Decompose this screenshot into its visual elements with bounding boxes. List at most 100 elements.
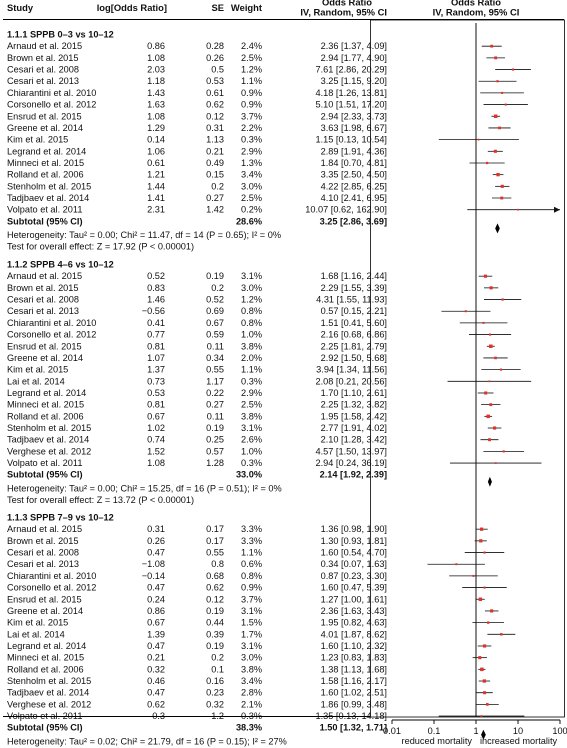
x-tick-label: 10 <box>513 726 523 736</box>
study-ci: 3.63 [1.98, 6.67] <box>321 123 387 133</box>
group-title: 1.1.2 SPPB 4–6 vs 10–12 <box>7 260 114 270</box>
study-weight: 0.8% <box>241 306 262 316</box>
study-se: 0.17 <box>206 524 224 534</box>
subtotal-label: Subtotal (95% CI) <box>7 216 83 226</box>
study-weight: 0.9% <box>241 88 262 98</box>
study-ci: 10.07 [0.62, 162.90] <box>305 205 387 215</box>
study-point <box>500 196 504 200</box>
study-log-or: 1.41 <box>147 193 165 203</box>
study-ci: 1.84 [0.70, 4.81] <box>321 158 387 168</box>
study-se: 0.61 <box>206 88 224 98</box>
study-ci: 0.57 [0.15, 2.21] <box>321 306 387 316</box>
study-name: Chiarantini et al. 2010 <box>7 88 96 98</box>
study-se: 0.22 <box>206 388 224 398</box>
study-se: 1.17 <box>206 376 224 386</box>
study-weight: 3.1% <box>241 641 262 651</box>
study-ci: 4.57 [1.50, 13.97] <box>315 446 387 456</box>
study-point <box>489 344 493 349</box>
study-point <box>482 679 486 683</box>
study-se: 0.12 <box>206 594 224 604</box>
study-name: Stenholm et al. 2015 <box>7 181 91 191</box>
study-point <box>486 414 490 419</box>
study-weight: 3.8% <box>241 411 262 421</box>
study-se: 0.11 <box>207 411 224 421</box>
study-se: 1.28 <box>206 458 224 468</box>
plot-frame <box>370 19 565 718</box>
study-log-or: 0.14 <box>147 135 165 145</box>
study-point <box>488 333 492 336</box>
study-log-or: 0.81 <box>147 400 165 410</box>
study-se: 0.57 <box>206 446 224 456</box>
study-log-or: 0.67 <box>147 411 165 421</box>
study-ci: 3.94 [1.34, 11.56] <box>316 365 387 375</box>
study-se: 0.31 <box>206 123 224 133</box>
study-se: 0.19 <box>206 271 224 281</box>
study-weight: 1.1% <box>241 548 262 558</box>
study-name: Tadjbaev et al. 2014 <box>7 435 89 445</box>
study-se: 0.53 <box>206 76 224 86</box>
study-weight: 2.4% <box>241 41 262 51</box>
study-name: Minneci et al. 2015 <box>7 158 84 168</box>
study-name: Verghese et al. 2012 <box>7 446 91 456</box>
study-se: 0.17 <box>206 536 224 546</box>
study-point <box>490 44 494 48</box>
col-header-ci-plot: IV, Random, 95% CI <box>433 7 520 18</box>
study-se: 0.49 <box>206 158 224 168</box>
study-log-or: 1.07 <box>147 353 165 363</box>
study-name: Ensrud et al. 2015 <box>7 594 82 604</box>
study-name: Lai et al. 2014 <box>7 629 65 639</box>
study-ci: 3.25 [1.15, 9.20] <box>321 76 387 86</box>
study-log-or: 0.86 <box>147 606 165 616</box>
study-ci: 3.35 [2.50, 4.50] <box>321 170 387 180</box>
study-point <box>501 298 504 301</box>
study-log-or: 0.46 <box>147 676 165 686</box>
study-se: 0.2 <box>211 181 224 191</box>
study-ci: 1.60 [1.02, 2.51] <box>321 688 387 698</box>
study-name: Volpato et al. 2011 <box>7 458 82 468</box>
study-ci: 1.23 [0.83, 1.83] <box>321 653 387 663</box>
study-point <box>478 656 482 660</box>
study-weight: 2.1% <box>241 699 262 709</box>
study-point <box>479 527 484 531</box>
study-name: Legrand et al. 2014 <box>7 146 86 156</box>
study-name: Brown et al. 2015 <box>7 53 79 63</box>
study-log-or: 1.18 <box>147 76 165 86</box>
subtotal-label: Subtotal (95% CI) <box>7 470 83 480</box>
study-weight: 0.3% <box>241 376 262 386</box>
study-se: 1.42 <box>206 205 224 215</box>
study-name: Minneci et al. 2015 <box>7 400 84 410</box>
study-point <box>487 621 490 624</box>
study-point <box>472 574 475 577</box>
study-point <box>493 114 498 118</box>
study-ci: 1.95 [0.82, 4.63] <box>321 618 387 628</box>
study-weight: 0.8% <box>241 318 262 328</box>
study-ci: 1.58 [1.16, 2.17] <box>321 676 387 686</box>
study-log-or: 0.21 <box>147 653 165 663</box>
study-ci: 4.22 [2.85, 6.25] <box>321 181 387 191</box>
study-se: 0.55 <box>206 548 224 558</box>
subtotal-diamond <box>487 476 492 487</box>
study-weight: 1.2% <box>241 295 262 305</box>
study-ci: 1.60 [0.54, 4.70] <box>321 548 387 558</box>
subtotal-weight: 28.6% <box>236 216 262 226</box>
study-point <box>482 321 485 324</box>
study-ci: 2.25 [1.32, 3.82] <box>321 400 387 410</box>
study-point <box>485 703 489 706</box>
study-point <box>455 563 458 566</box>
study-ci: 4.18 [1.26, 13.81] <box>315 88 387 98</box>
study-weight: 0.2% <box>241 205 262 215</box>
study-se: 0.2 <box>211 653 224 663</box>
study-ci: 7.61 [2.86, 20.29] <box>315 65 387 75</box>
study-se: 0.55 <box>206 365 224 375</box>
study-point <box>480 667 484 672</box>
study-weight: 3.8% <box>241 664 262 674</box>
study-se: 0.5 <box>211 65 224 75</box>
study-point <box>498 126 501 130</box>
study-se: 0.62 <box>206 100 224 110</box>
study-weight: 1.2% <box>241 65 262 75</box>
col-header-or: Odds Ratio <box>322 0 372 8</box>
study-se: 0.25 <box>206 435 224 445</box>
study-se: 0.69 <box>206 306 224 316</box>
study-weight: 0.6% <box>241 559 262 569</box>
study-name: Cesari et al. 2013 <box>7 559 79 569</box>
